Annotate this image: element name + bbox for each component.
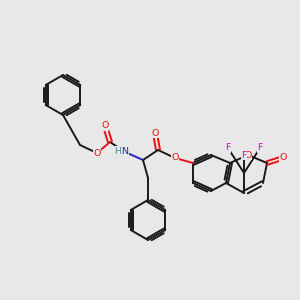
Text: O: O bbox=[101, 122, 109, 130]
Text: N: N bbox=[122, 148, 128, 157]
Text: F: F bbox=[241, 151, 247, 160]
Text: O: O bbox=[244, 151, 252, 160]
Text: O: O bbox=[171, 154, 179, 163]
Text: O: O bbox=[151, 128, 159, 137]
Text: F: F bbox=[257, 143, 263, 152]
Text: H: H bbox=[115, 146, 122, 155]
Text: O: O bbox=[93, 148, 101, 158]
Text: F: F bbox=[225, 143, 231, 152]
Text: O: O bbox=[279, 154, 287, 163]
